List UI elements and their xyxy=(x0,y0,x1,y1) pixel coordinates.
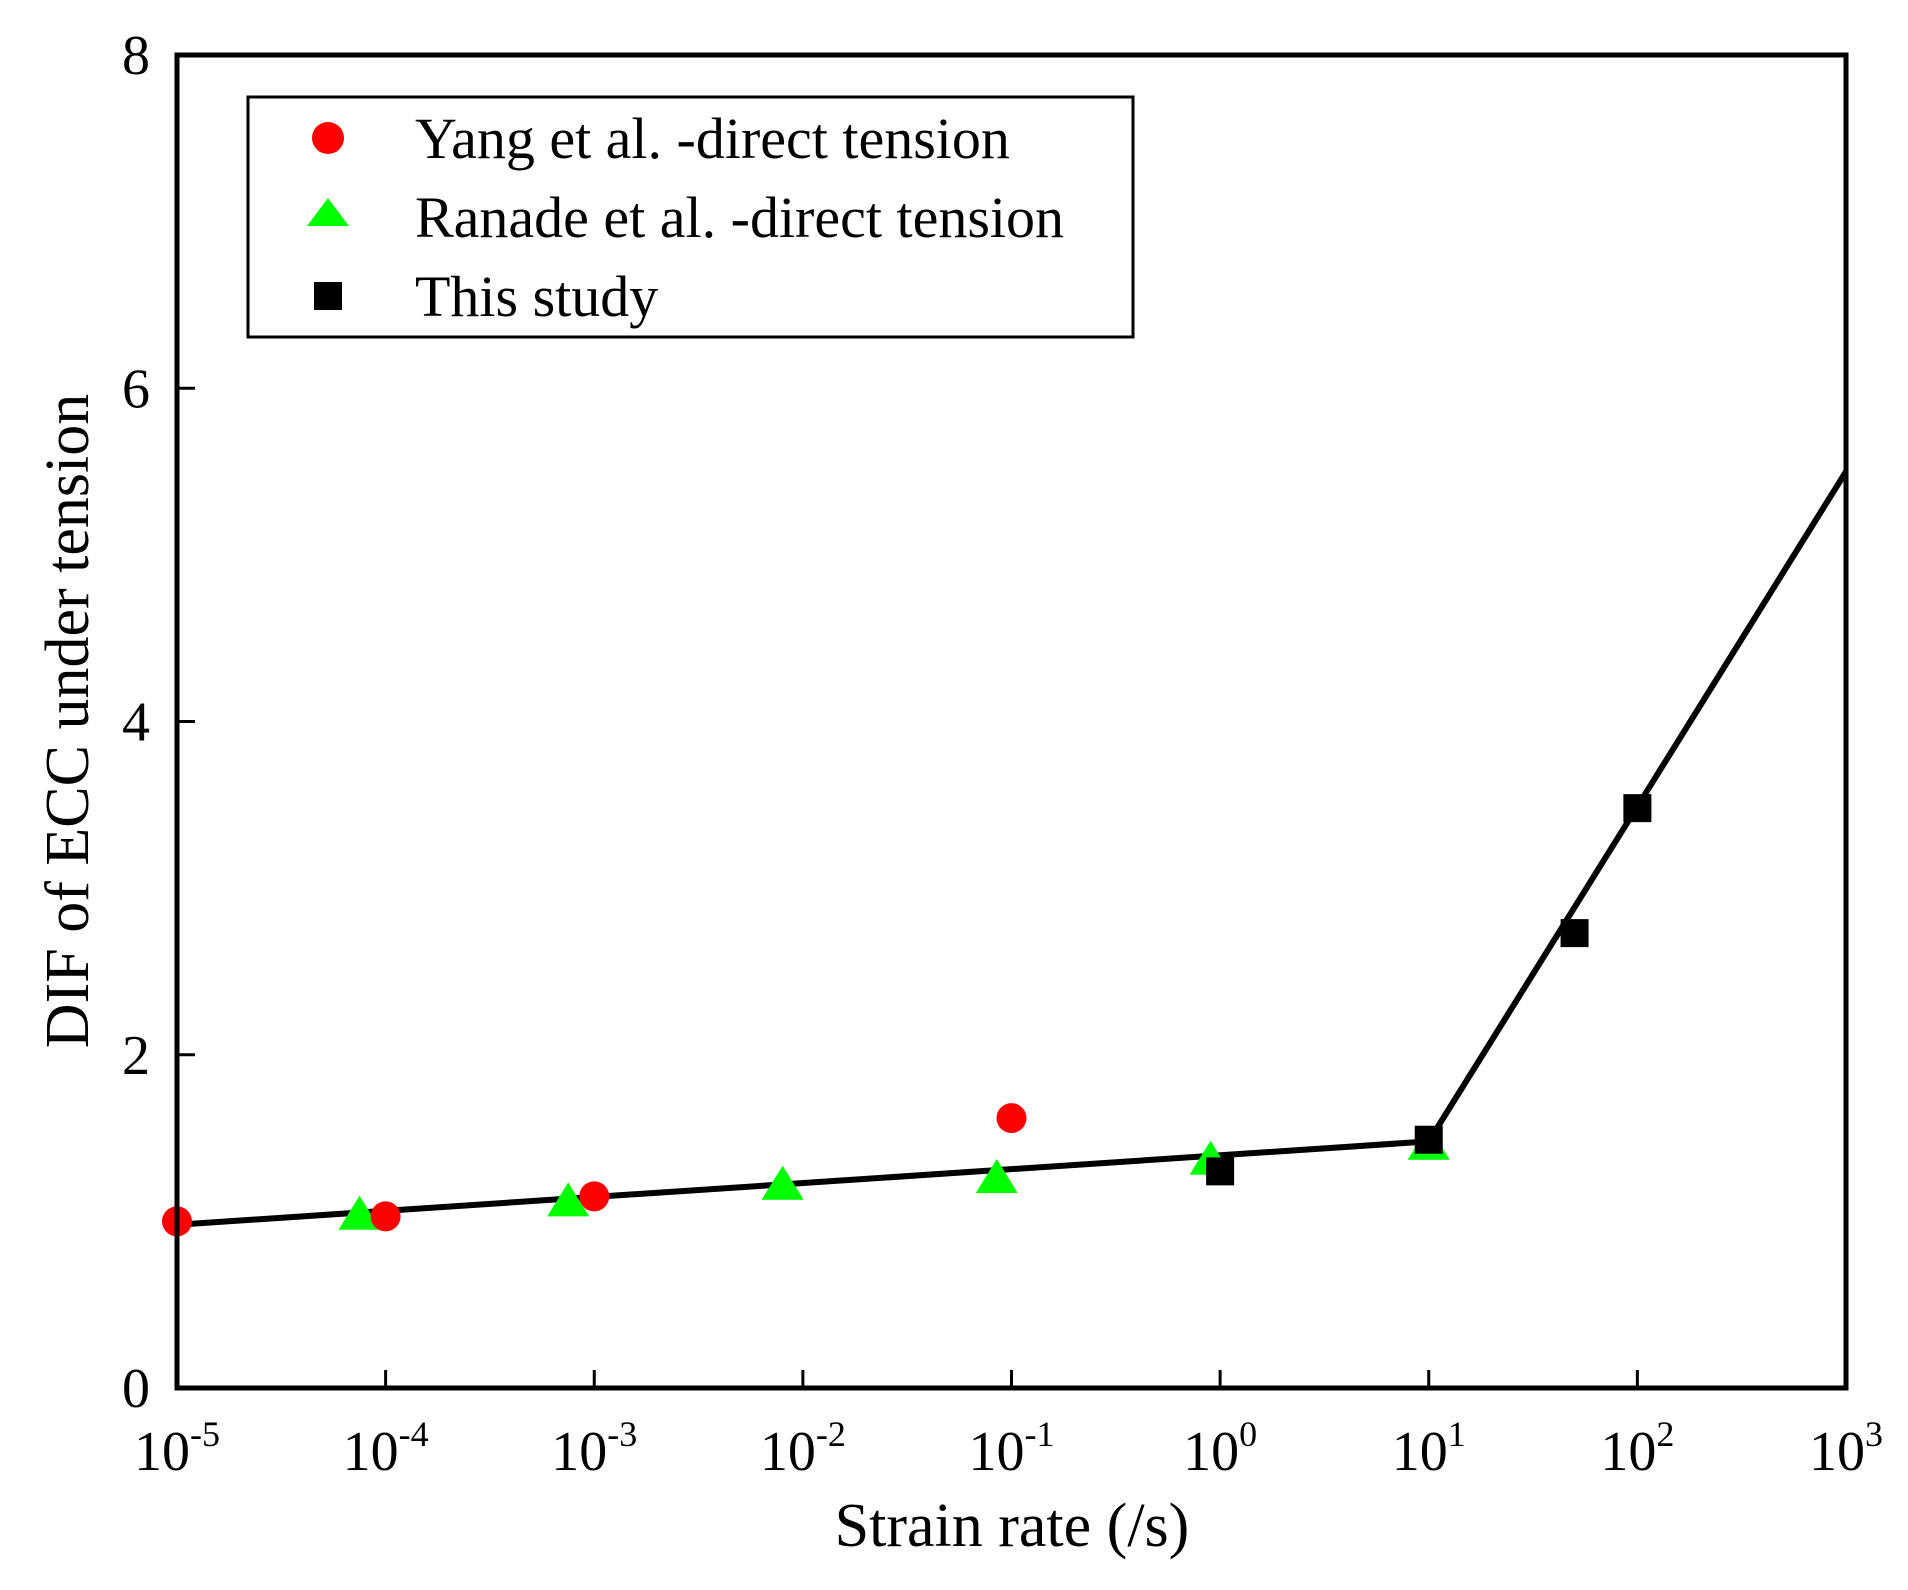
ranade-point xyxy=(547,1182,590,1217)
y-tick-label: 6 xyxy=(122,358,150,420)
x-tick-label: 10-1 xyxy=(969,1414,1055,1483)
plot-frame xyxy=(174,52,1849,1391)
legend-marker-yang xyxy=(312,122,344,154)
ranade-point xyxy=(761,1165,804,1200)
x-tick-label: 10-3 xyxy=(551,1414,637,1483)
x-tick-label: 10-5 xyxy=(134,1414,220,1483)
this-study-point xyxy=(1560,919,1589,948)
ranade-point xyxy=(338,1195,381,1230)
x-tick-label: 10-4 xyxy=(343,1414,429,1483)
x-tick-label: 100 xyxy=(1183,1414,1257,1483)
x-tick-label: 103 xyxy=(1809,1414,1883,1483)
yang-point xyxy=(996,1103,1027,1134)
y-axis-title: DIF of ECC under tension xyxy=(34,394,102,1048)
this-study-point xyxy=(1623,794,1652,823)
y-tick-label: 2 xyxy=(122,1025,150,1087)
legend-marker-this-study xyxy=(314,282,342,310)
legend-label-yang: Yang et al. -direct tension xyxy=(415,106,1010,171)
x-tick-label: 101 xyxy=(1392,1414,1466,1483)
yang-point xyxy=(579,1181,610,1212)
x-tick-label: 102 xyxy=(1600,1414,1674,1483)
legend-label-this-study: This study xyxy=(415,264,658,329)
x-axis-title: Strain rate (/s) xyxy=(835,1492,1190,1560)
y-tick-label: 4 xyxy=(122,692,150,754)
ranade-point xyxy=(975,1159,1018,1194)
ticks-layer: 10-5 10-4 10-3 10-2 10-1 100 101 102 103 0 2 4 6 8 xyxy=(122,25,1883,1483)
legend-marker-ranade xyxy=(307,198,349,226)
y-tick-label: 8 xyxy=(122,25,150,87)
y-axis-title-group: DIF of ECC under tension xyxy=(34,394,102,1048)
this-study-point xyxy=(1206,1157,1235,1186)
legend-box xyxy=(246,95,1135,339)
y-tick-label: 0 xyxy=(122,1358,150,1420)
this-study-point xyxy=(1414,1125,1443,1154)
yang-point xyxy=(370,1201,401,1232)
legend-label-ranade: Ranade et al. -direct tension xyxy=(415,185,1064,250)
legend: Yang et al. -direct tension Ranade et al… xyxy=(246,95,1135,339)
marks-layer xyxy=(162,794,1652,1237)
x-tick-label: 10-2 xyxy=(760,1414,846,1483)
